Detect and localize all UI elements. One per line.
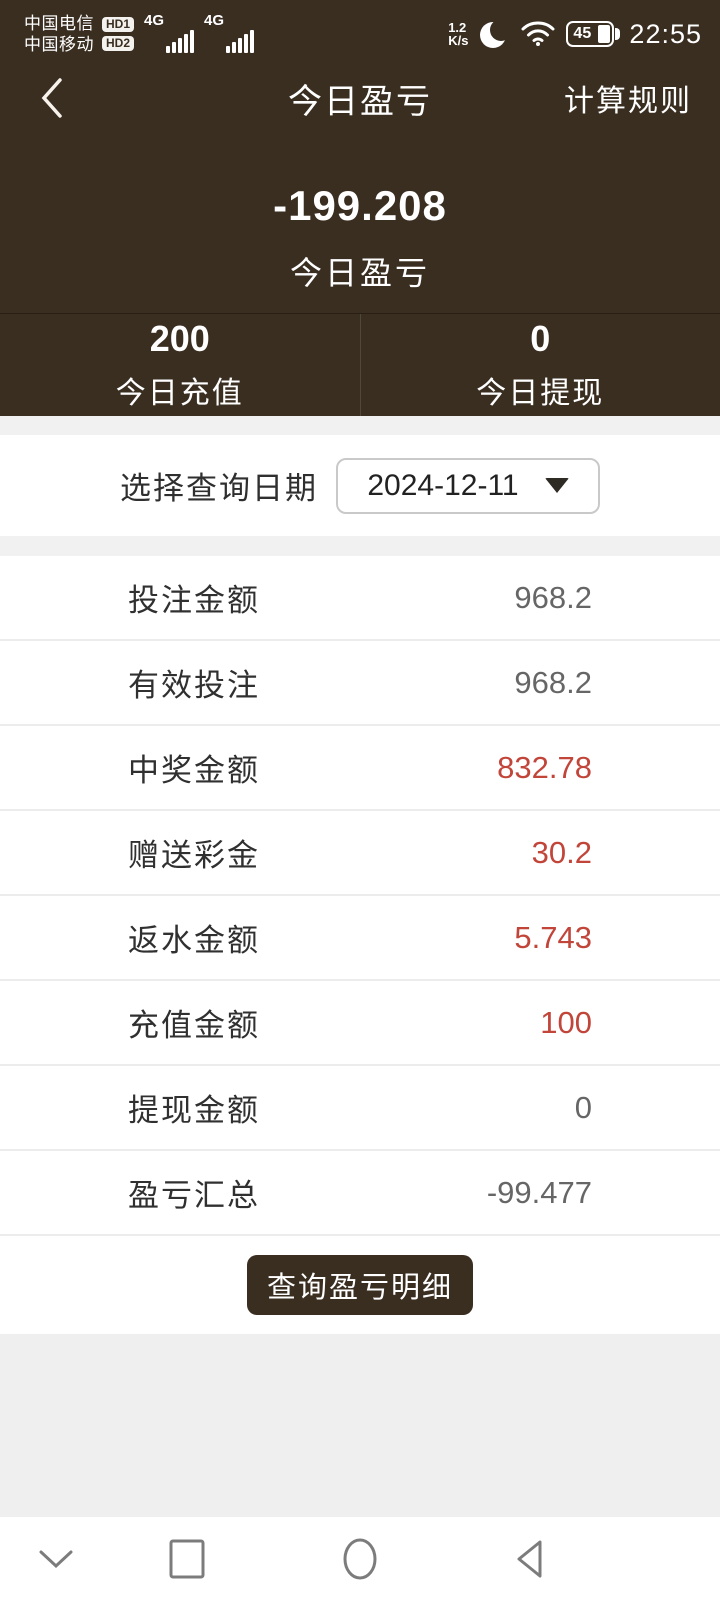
crescent-moon-icon	[478, 18, 511, 50]
stats-row: 200 今日充值 0 今日提现	[0, 313, 720, 416]
detail-row: 盈亏汇总 -99.477	[0, 1151, 720, 1236]
top-panel: 中国电信 中国移动 HD1 HD2 4G 4G	[0, 0, 720, 416]
nav-home-button[interactable]	[341, 1537, 379, 1581]
circle-home-icon	[343, 1538, 377, 1579]
detail-row-value: 100	[540, 1004, 592, 1040]
chevron-left-icon	[41, 78, 62, 118]
triangle-down-icon	[544, 478, 569, 493]
calc-rules-link[interactable]: 计算规则	[564, 85, 692, 118]
detail-row: 提现金额 0	[0, 1066, 720, 1151]
detail-row-label: 返水金额	[128, 923, 260, 958]
android-nav-bar	[0, 1517, 720, 1600]
section-divider	[0, 536, 720, 556]
background-filler	[0, 1334, 720, 1517]
detail-row-value: 832.78	[497, 749, 592, 785]
detail-row: 充值金额 100	[0, 981, 720, 1066]
stat-label: 今日提现	[476, 377, 605, 410]
carrier-1: 中国电信	[24, 14, 94, 33]
carrier-2: 中国移动	[24, 35, 94, 54]
battery-icon: 45	[566, 21, 621, 47]
today-profit-amount: -199.208	[273, 182, 447, 229]
nav-back-button[interactable]	[512, 1537, 546, 1581]
stat-today-deposit: 200 今日充值	[0, 314, 360, 416]
today-profit-label: 今日盈亏	[289, 255, 430, 291]
battery-nub	[615, 28, 621, 40]
detail-row-value: 30.2	[531, 834, 592, 870]
carrier-names: 中国电信 中国移动	[24, 13, 94, 55]
signal-bars-icon	[166, 30, 195, 53]
wifi-icon	[520, 20, 556, 48]
stat-today-withdraw: 0 今日提现	[359, 314, 720, 416]
date-filter-label: 选择查询日期	[120, 471, 318, 506]
battery-fill	[598, 25, 611, 43]
detail-row: 赠送彩金 30.2	[0, 811, 720, 896]
detail-row-value: 968.2	[514, 664, 592, 700]
detail-row-value: -99.477	[486, 1174, 592, 1210]
detail-row-label: 盈亏汇总	[128, 1178, 260, 1213]
signal-group-2: 4G	[202, 11, 255, 57]
hd2-badge: HD2	[102, 36, 135, 51]
detail-row-label: 充值金额	[128, 1008, 260, 1043]
profit-summary: -199.208 今日盈亏	[0, 136, 720, 294]
status-bar-left: 中国电信 中国移动 HD1 HD2 4G 4G	[24, 11, 255, 57]
stat-value: 200	[149, 318, 210, 359]
section-divider	[0, 416, 720, 435]
detail-row: 投注金额 968.2	[0, 556, 720, 641]
nav-hide-button[interactable]	[36, 1547, 76, 1571]
detail-row-label: 中奖金额	[128, 753, 260, 788]
status-bar-right: 1.2 K/s	[448, 18, 702, 50]
query-detail-button[interactable]: 查询盈亏明细	[246, 1255, 473, 1315]
hd1-badge: HD1	[102, 17, 135, 32]
details-list: 投注金额 968.2 有效投注 968.2 中奖金额 832.78 赠送彩金 3…	[0, 556, 720, 1236]
detail-row-value: 0	[574, 1089, 592, 1125]
detail-row: 中奖金额 832.78	[0, 726, 720, 811]
date-filter-row: 选择查询日期 2024-12-11	[0, 435, 720, 536]
network-type-2: 4G	[204, 12, 225, 29]
clock-time: 22:55	[629, 18, 702, 49]
date-picker-dropdown[interactable]: 2024-12-11	[336, 457, 600, 514]
back-button[interactable]	[40, 76, 70, 120]
title-bar: 今日盈亏 计算规则	[0, 60, 720, 136]
triangle-back-icon	[517, 1540, 542, 1577]
chevron-down-icon	[39, 1550, 73, 1568]
battery-percent: 45	[573, 25, 592, 42]
stat-label: 今日充值	[115, 377, 244, 410]
nav-recents-button[interactable]	[168, 1538, 206, 1580]
detail-row-label: 赠送彩金	[128, 838, 260, 873]
network-type-1: 4G	[144, 12, 165, 29]
stat-value: 0	[530, 318, 551, 359]
page-title: 今日盈亏	[288, 82, 432, 121]
hd-badges: HD1 HD2	[102, 17, 135, 51]
status-bar: 中国电信 中国移动 HD1 HD2 4G 4G	[0, 0, 720, 60]
selected-date: 2024-12-11	[367, 468, 519, 502]
button-row: 查询盈亏明细	[0, 1236, 720, 1334]
detail-row: 有效投注 968.2	[0, 641, 720, 726]
detail-row: 返水金额 5.743	[0, 896, 720, 981]
signal-bars-icon	[226, 30, 255, 53]
detail-row-label: 投注金额	[128, 583, 260, 618]
detail-row-value: 968.2	[514, 579, 592, 615]
detail-row-label: 有效投注	[128, 668, 260, 703]
detail-row-value: 5.743	[514, 919, 592, 955]
signal-group-1: 4G	[142, 11, 195, 57]
square-recents-icon	[169, 1539, 205, 1578]
detail-row-label: 提现金额	[128, 1093, 260, 1128]
network-speed: 1.2 K/s	[448, 20, 469, 48]
